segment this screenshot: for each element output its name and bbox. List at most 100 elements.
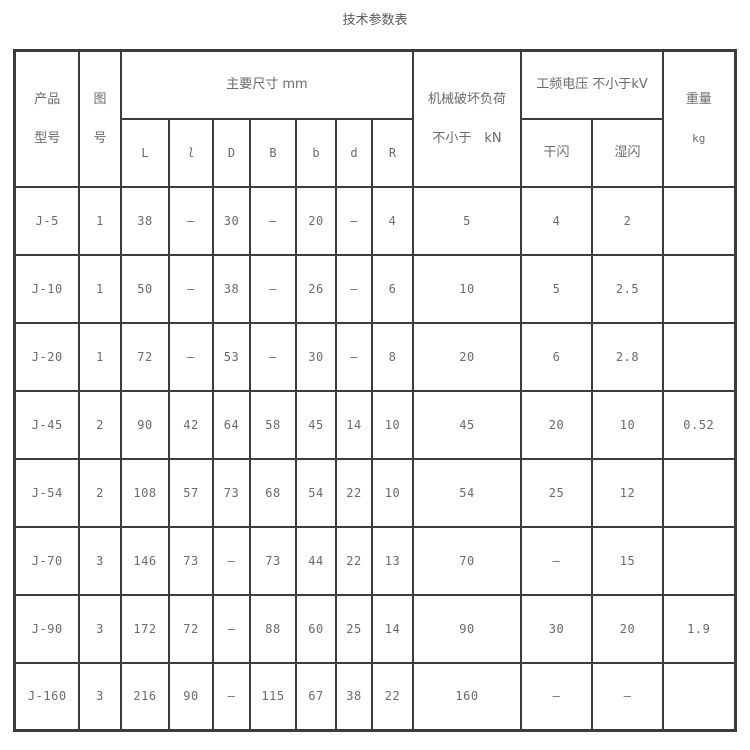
cell-load: 5 (412, 185, 522, 256)
cell-weight (662, 185, 736, 256)
cell-B: — (248, 321, 297, 392)
cell-b: 67 (294, 661, 337, 732)
cell-b: 20 (294, 185, 337, 256)
cell-l: 90 (167, 661, 214, 732)
col-header-product-model-line2: 型号 (34, 130, 61, 146)
cell-R: 8 (370, 321, 415, 392)
cell-load: 10 (412, 253, 522, 324)
col-header-mechanical-load-line2: 不小于 kN (432, 130, 502, 146)
cell-wet: 20 (591, 593, 664, 664)
cell-load: 20 (412, 321, 522, 392)
header-row-1: 产品 型号 图 号 主要尺寸 mm 机械破坏负荷 不小于 kN 工频电压 不小于… (13, 49, 736, 188)
cell-load: 160 (412, 661, 522, 732)
col-header-figure-no: 图 号 (77, 49, 122, 188)
cell-model: J-54 (13, 457, 80, 528)
table-row: J-90 3 172 72 — 88 60 25 14 90 30 20 1.9 (13, 593, 736, 664)
cell-d: 25 (334, 593, 373, 664)
table-row: J-160 3 216 90 — 115 67 38 22 160 — — (13, 661, 736, 732)
cell-model: J-160 (13, 661, 80, 732)
cell-L: 108 (119, 457, 170, 528)
cell-R: 13 (370, 525, 415, 596)
cell-b: 44 (294, 525, 337, 596)
col-header-main-dimensions: 主要尺寸 mm (119, 49, 415, 120)
header-row-2: L l D B b d R 干闪 湿闪 (15, 117, 735, 188)
col-header-dry-flashover: 干闪 (520, 117, 593, 188)
cell-fig: 2 (77, 457, 122, 528)
table-row: J-54 2 108 57 73 68 54 22 10 54 25 12 (13, 457, 736, 528)
cell-d: 14 (334, 389, 373, 460)
cell-L: 146 (119, 525, 170, 596)
cell-dry: 20 (520, 389, 593, 460)
cell-D: 73 (211, 457, 251, 528)
col-header-power-frequency-voltage: 工频电压 不小于kV (520, 49, 664, 120)
table-row: J-10 1 50 — 38 — 26 — 6 10 5 2.5 (13, 253, 736, 324)
cell-weight (662, 661, 736, 732)
cell-fig: 1 (77, 253, 122, 324)
col-header-R: R (370, 117, 415, 188)
cell-R: 4 (370, 185, 415, 256)
cell-L: 72 (119, 321, 170, 392)
page: 技术参数表 产品 型号 图 号 主要尺寸 mm 机械破坏负荷 (0, 12, 750, 732)
cell-L: 50 (119, 253, 170, 324)
cell-b: 26 (294, 253, 337, 324)
cell-fig: 1 (77, 321, 122, 392)
cell-wet: 2.8 (591, 321, 664, 392)
col-header-product-model-line1: 产品 (34, 91, 61, 107)
col-header-L: L (119, 117, 170, 188)
cell-D: 30 (211, 185, 251, 256)
page-title: 技术参数表 (342, 13, 408, 28)
cell-d: 22 (334, 457, 373, 528)
cell-weight (662, 457, 736, 528)
cell-D: 38 (211, 253, 251, 324)
cell-b: 45 (294, 389, 337, 460)
cell-model: J-10 (13, 253, 80, 324)
cell-dry: — (520, 661, 593, 732)
cell-wet: 2.5 (591, 253, 664, 324)
cell-load: 90 (412, 593, 522, 664)
cell-fig: 3 (77, 593, 122, 664)
cell-l: — (167, 253, 214, 324)
cell-dry: 4 (520, 185, 593, 256)
cell-R: 22 (370, 661, 415, 732)
cell-D: — (211, 593, 251, 664)
cell-d: — (334, 253, 373, 324)
cell-wet: 12 (591, 457, 664, 528)
cell-B: 73 (248, 525, 297, 596)
cell-fig: 3 (77, 661, 122, 732)
cell-B: — (248, 185, 297, 256)
cell-dry: 6 (520, 321, 593, 392)
table-row: J-20 1 72 — 53 — 30 — 8 20 6 2.8 (13, 321, 736, 392)
col-header-figure-no-line2: 号 (93, 130, 107, 146)
cell-l: 72 (167, 593, 214, 664)
cell-wet: — (591, 661, 664, 732)
cell-load: 45 (412, 389, 522, 460)
cell-dry: 30 (520, 593, 593, 664)
cell-weight: 0.52 (662, 389, 736, 460)
cell-model: J-90 (13, 593, 80, 664)
cell-weight (662, 253, 736, 324)
cell-R: 10 (370, 457, 415, 528)
cell-D: — (211, 661, 251, 732)
cell-l: 73 (167, 525, 214, 596)
cell-B: 115 (248, 661, 297, 732)
col-header-l: l (167, 117, 214, 188)
cell-d: 38 (334, 661, 373, 732)
cell-dry: — (520, 525, 593, 596)
cell-L: 38 (119, 185, 170, 256)
col-header-mechanical-load: 机械破坏负荷 不小于 kN (412, 49, 522, 188)
cell-L: 172 (119, 593, 170, 664)
cell-l: 57 (167, 457, 214, 528)
cell-R: 10 (370, 389, 415, 460)
col-header-wet-flashover: 湿闪 (591, 117, 664, 188)
cell-model: J-20 (13, 321, 80, 392)
cell-D: 64 (211, 389, 251, 460)
col-header-b: b (294, 117, 337, 188)
cell-fig: 2 (77, 389, 122, 460)
cell-R: 14 (370, 593, 415, 664)
col-header-figure-no-line1: 图 (93, 91, 107, 107)
cell-l: — (167, 185, 214, 256)
table-row: J-5 1 38 — 30 — 20 — 4 5 4 2 (13, 185, 736, 256)
cell-b: 60 (294, 593, 337, 664)
cell-model: J-70 (13, 525, 80, 596)
cell-weight: 1.9 (662, 593, 736, 664)
